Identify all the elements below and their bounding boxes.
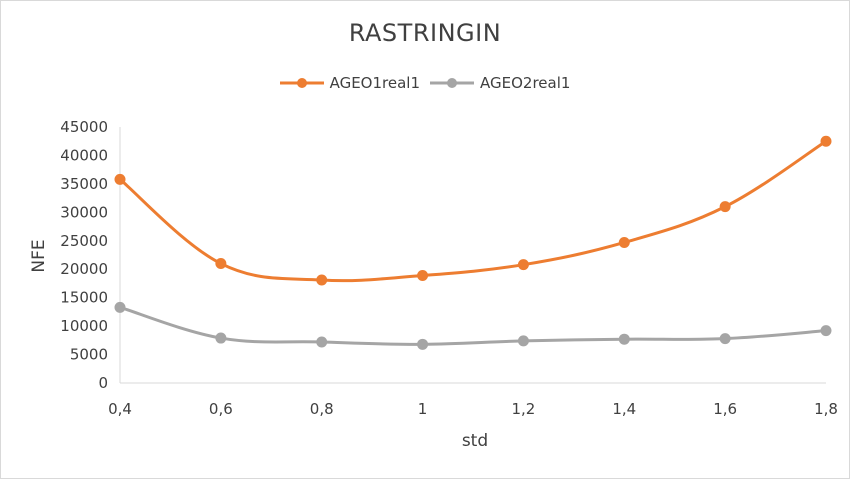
data-point-series-2 — [719, 333, 731, 345]
data-point-series-1 — [719, 201, 731, 213]
x-tick-labels: 0,4 0,6 0,8 1 1,2 1,4 1,6 1,8 — [108, 400, 838, 418]
data-point-series-2 — [517, 335, 529, 347]
data-point-series-2 — [820, 325, 832, 337]
series-lines — [119, 139, 827, 346]
x-tick-label: 0,4 — [108, 400, 132, 418]
legend-item-series-2: AGEO2real1 — [430, 74, 570, 92]
data-point-series-2 — [215, 332, 227, 344]
y-tick-label: 40000 — [60, 146, 108, 164]
x-axis-title: std — [462, 431, 488, 451]
x-tick-label: 1,2 — [511, 400, 535, 418]
series-line-2 — [119, 305, 827, 346]
y-tick-label: 5000 — [70, 346, 108, 364]
chart-title: RASTRINGIN — [348, 19, 502, 47]
x-tick-label: 0,8 — [310, 400, 334, 418]
legend-marker-series-2 — [430, 78, 474, 88]
series-markers — [114, 135, 832, 350]
data-point-series-2 — [316, 336, 328, 348]
data-point-series-1 — [517, 259, 529, 271]
data-point-series-1 — [215, 258, 227, 270]
data-point-series-2 — [417, 338, 429, 350]
y-tick-label: 10000 — [60, 317, 108, 335]
y-tick-label: 35000 — [60, 175, 108, 193]
y-tick-label: 30000 — [60, 203, 108, 221]
legend-label-series-1: AGEO1real1 — [329, 74, 420, 92]
y-tick-label: 45000 — [60, 118, 108, 136]
legend-item-series-1: AGEO1real1 — [279, 74, 420, 92]
legend-label-series-2: AGEO2real1 — [480, 74, 571, 92]
x-tick-label: 1,8 — [814, 400, 838, 418]
x-tick-label: 1,4 — [612, 400, 636, 418]
y-tick-label: 15000 — [60, 289, 108, 307]
chart-legend: AGEO1real1 AGEO2real1 — [1, 74, 849, 92]
data-point-series-2 — [618, 333, 630, 345]
data-point-series-1 — [618, 236, 630, 248]
x-tick-label: 0,6 — [209, 400, 233, 418]
x-tick-label: 1 — [418, 400, 428, 418]
data-point-series-2 — [114, 301, 126, 313]
data-point-series-1 — [417, 269, 429, 281]
x-tick-label: 1,6 — [713, 400, 737, 418]
y-tick-label: 20000 — [60, 260, 108, 278]
y-tick-label: 0 — [98, 374, 108, 392]
legend-marker-series-1 — [279, 78, 324, 88]
data-point-series-1 — [114, 173, 126, 185]
y-tick-labels: 0 5000 10000 15000 20000 25000 30000 35000 40000… — [60, 118, 108, 392]
data-point-series-1 — [316, 274, 328, 286]
y-tick-label: 25000 — [60, 232, 108, 250]
data-point-series-1 — [820, 135, 832, 147]
series-line-1 — [119, 139, 827, 283]
y-axis-title: NFE — [29, 239, 49, 272]
